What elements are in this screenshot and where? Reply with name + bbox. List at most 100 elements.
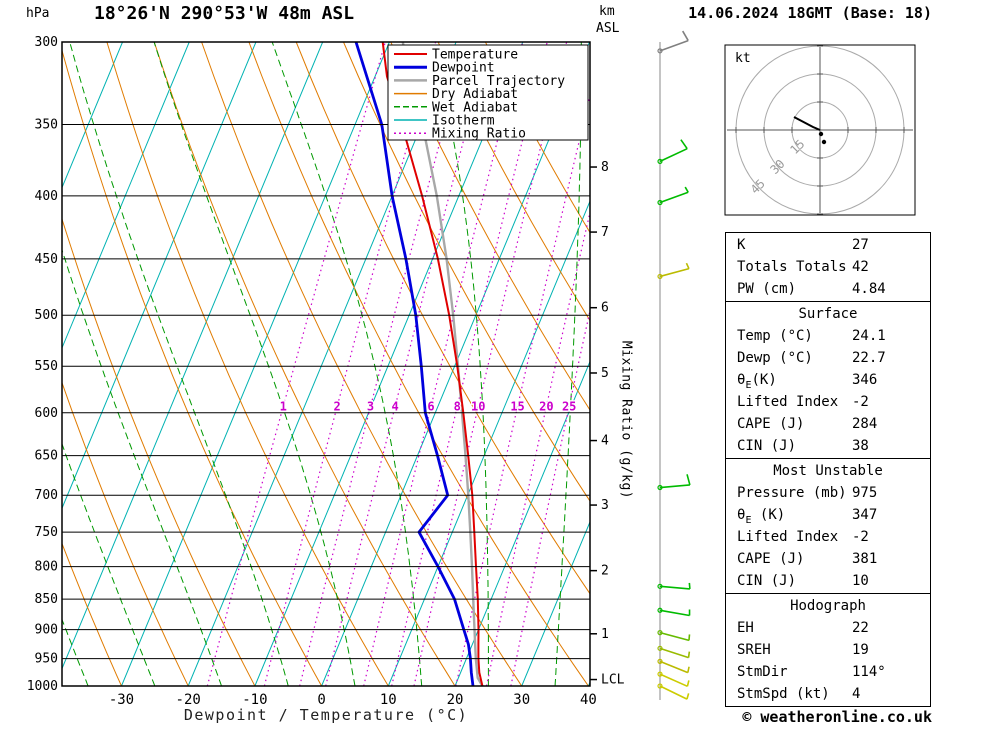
stat-value: 38 [852, 438, 869, 454]
km-tick-label: 5 [601, 366, 609, 381]
stats-row: EH 22 [726, 617, 930, 639]
mixing-ratio-value-label: 20 [539, 399, 553, 413]
wind-barb-staff [659, 647, 689, 659]
stat-value: 27 [852, 237, 869, 253]
wind-barb-staff [659, 685, 688, 700]
mixing-ratio-value-label: 25 [562, 399, 576, 413]
temp-tick-label: 0 [317, 692, 325, 708]
isotherm-line [62, 42, 324, 670]
wind-barb-station-dot [657, 607, 663, 613]
pressure-tick-label: 300 [35, 35, 58, 50]
wind-barb [657, 30, 689, 54]
km-tick-label: 4 [601, 434, 609, 449]
plot-border [61, 41, 591, 687]
run-datetime-title: 14.06.2024 18GMT (Base: 18) [688, 4, 932, 22]
isotherm-line [321, 42, 590, 686]
wind-barb [657, 607, 691, 617]
dry-adiabat-line [62, 542, 122, 686]
mixing-ratio-value-label: 1 [280, 399, 287, 413]
wet-adiabat-line [554, 42, 582, 686]
temp-tick-label: 40 [580, 692, 597, 708]
theta-subscript: E [745, 379, 752, 391]
stat-label: Lifted Index [737, 394, 839, 410]
stat-label: Lifted Index [737, 529, 839, 545]
isotherm-line [121, 42, 390, 686]
mixing-ratio-line [206, 42, 386, 686]
pressure-tick-label: 750 [35, 525, 58, 540]
theta-symbol: θ [737, 507, 746, 523]
km-tick-label: 2 [601, 564, 609, 579]
stats-row: Pressure (mb) 975 [726, 482, 930, 504]
wind-barb-staff [659, 484, 690, 489]
stats-row: StmDir 114° [726, 661, 930, 683]
wind-barb [657, 658, 690, 674]
temp-tick-label: 10 [380, 692, 397, 708]
wind-barb-station-dot [657, 683, 663, 689]
pressure-tick-label: 950 [35, 652, 58, 667]
km-tick-label: 1 [601, 627, 609, 642]
stat-label: EH [737, 620, 754, 636]
stat-label: Temp (°C) [737, 328, 813, 344]
wind-barb-staff [659, 609, 690, 617]
stats-row: Lifted Index -2 [726, 391, 930, 413]
stat-value: 975 [852, 485, 878, 501]
hodograph-trace [793, 116, 821, 131]
stats-table: K 27 Totals Totals 42 PW (cm) 4.84 Surface Temp… [725, 232, 931, 707]
stats-section: Hodograph EH 22 SREH 19 StmDir 114° StmSpd (kt)… [725, 593, 931, 707]
wind-barb-full [681, 30, 689, 41]
stats-section: K 27 Totals Totals 42 PW (cm) 4.84 [725, 232, 931, 302]
stat-value: 22 [852, 620, 869, 636]
pressure-tick-label: 350 [35, 117, 58, 132]
wind-barb [657, 474, 691, 491]
stat-label: Pressure (mb) [737, 485, 847, 501]
stats-row: K 27 [726, 234, 930, 256]
stat-label: CAPE (J) [737, 551, 805, 567]
isotherm-line [521, 520, 590, 686]
stats-row: CAPE (J) 284 [726, 413, 930, 435]
theta-unit: (K) [751, 507, 786, 523]
wind-barb-station-dot [657, 645, 663, 651]
hodograph-dot [818, 131, 824, 137]
stats-row: StmSpd (kt) 4 [726, 683, 930, 705]
stats-section: Surface Temp (°C) 24.1 Dewp (°C) 22.7 θE(K) 34… [725, 301, 931, 459]
wind-barb [657, 671, 690, 688]
stat-label: CIN (J) [737, 438, 797, 454]
pressure-tick-label: 500 [35, 308, 58, 323]
stats-row: Lifted Index -2 [726, 526, 930, 548]
stats-row: Temp (°C) 24.1 [726, 325, 930, 347]
stat-value: 381 [852, 551, 878, 567]
stat-label: SREH [737, 642, 771, 658]
mixing-ratio-value-label: 2 [334, 399, 341, 413]
stat-value: 22.7 [852, 350, 886, 366]
stat-value: 42 [852, 259, 869, 275]
wind-barb-station-dot [657, 199, 663, 206]
stats-row: CAPE (J) 381 [726, 548, 930, 570]
wind-barb-station-dot [657, 48, 663, 54]
stats-row: θE (K) 347 [726, 504, 930, 526]
mixing-ratio-axis-label: Mixing Ratio (g/kg) [618, 340, 634, 500]
wind-barb-full [686, 474, 691, 486]
wind-barb-staff [659, 660, 689, 674]
wind-barb-station-dot [657, 658, 663, 664]
km-tick-label: 8 [601, 160, 609, 175]
wind-barb-station-dot [657, 671, 663, 677]
stats-row: SREH 19 [726, 639, 930, 661]
stat-label: CIN (J) [737, 573, 797, 589]
wind-barb-station-dot [657, 484, 663, 491]
isotherm-line [254, 42, 524, 686]
lcl-label: LCL [601, 673, 625, 688]
isotherm-line [387, 199, 590, 686]
temp-tick-label: 30 [513, 692, 530, 708]
wind-barb-staff [659, 267, 690, 278]
temp-tick-label: -30 [109, 692, 134, 708]
stats-row: Totals Totals 42 [726, 256, 930, 278]
wind-barb-half [687, 651, 691, 658]
stats-row: CIN (J) 10 [726, 570, 930, 592]
temperature-curve [381, 42, 484, 686]
mixing-ratio-value-label: 3 [367, 399, 374, 413]
wind-barb-half [688, 582, 691, 590]
isotherm-line [62, 42, 190, 350]
